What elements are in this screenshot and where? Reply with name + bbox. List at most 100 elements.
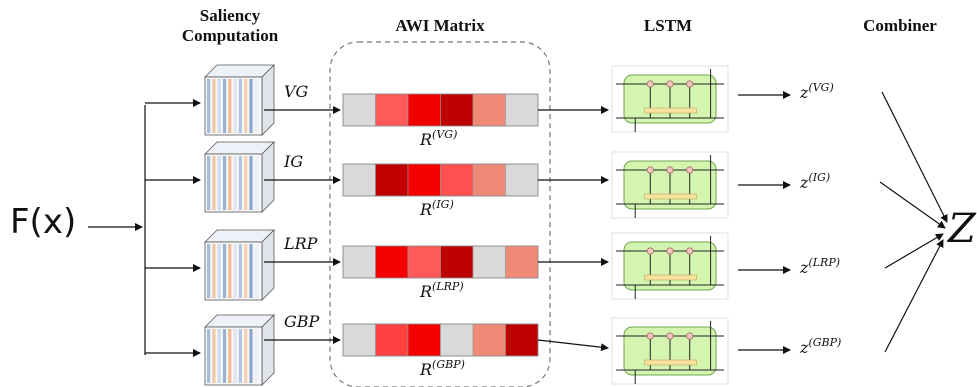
cube-stripe	[228, 329, 232, 383]
r-label-ig: R(IG)	[420, 198, 454, 219]
cube-stripe	[254, 156, 258, 210]
lstm-op-node	[686, 166, 694, 174]
lstm-gate-bar	[644, 107, 697, 114]
cube-stripe	[244, 244, 248, 298]
cube-stripe	[233, 79, 237, 133]
cube-stripe	[222, 79, 227, 133]
awi-cell	[407, 245, 441, 279]
r-label-base: R	[420, 282, 433, 301]
awi-cell	[375, 93, 409, 127]
awi-cell	[342, 323, 376, 357]
awi-cell	[440, 323, 474, 357]
cube-stripe	[212, 156, 216, 210]
method-row-gbp	[204, 314, 791, 386]
lstm-op-node	[646, 247, 654, 255]
awi-cell	[407, 163, 441, 197]
awi-cell	[505, 163, 539, 197]
method-label-ig: IG	[284, 152, 304, 171]
awi-cell	[375, 323, 409, 357]
cube-stripe	[217, 329, 221, 383]
lstm-op-node	[686, 332, 694, 340]
cube-stripe	[212, 329, 216, 383]
combiner-arrow	[881, 91, 948, 223]
awi-cell	[440, 163, 474, 197]
saliency-header-line1: Saliency	[199, 6, 261, 25]
awi-cell	[472, 93, 506, 127]
awi-cell	[472, 163, 506, 197]
lstm-header: LSTM	[643, 16, 693, 35]
cube-stripe	[254, 329, 258, 383]
awi-matrix-header: AWI Matrix	[395, 16, 485, 35]
cube-stripe	[228, 79, 232, 133]
awi-cell	[342, 163, 376, 197]
awi-cell	[440, 245, 474, 279]
cube-stripe	[217, 244, 221, 298]
r-label-superscript: (IG)	[432, 198, 454, 211]
method-label-gbp: GBP	[284, 312, 320, 331]
cube-side-face	[261, 64, 275, 136]
awi-cell	[407, 93, 441, 127]
lstm-op-node	[666, 166, 674, 174]
lstm-op-node	[686, 247, 694, 255]
lstm-op-node	[686, 80, 694, 88]
method-label-lrp: LRP	[284, 234, 318, 253]
input-label: F(x)	[10, 202, 77, 242]
awi-matrix-container	[329, 41, 551, 387]
cube-stripe	[217, 156, 221, 210]
z-label-base: z	[800, 338, 809, 357]
saliency-computation-header: Saliency Computation	[170, 6, 290, 46]
awi-cell	[505, 93, 539, 127]
cube-stripe	[233, 156, 237, 210]
cube-stripe	[254, 244, 258, 298]
awi-cell	[407, 323, 441, 357]
awi-cell	[342, 245, 376, 279]
cube-stripe	[249, 156, 253, 210]
cube-stripe	[233, 244, 237, 298]
lstm-gate-bar	[644, 193, 697, 200]
cube-stripe	[207, 156, 211, 210]
awi-cell	[342, 93, 376, 127]
z-label-gbp: z(GBP)	[800, 336, 842, 357]
lstm-op-node	[666, 247, 674, 255]
lstm-gate-bar	[644, 359, 697, 366]
r-label-superscript: (GBP)	[432, 358, 465, 371]
cube-stripe	[238, 244, 242, 298]
cube-stripe	[254, 79, 258, 133]
lstm-op-node	[646, 332, 654, 340]
cube-stripe	[249, 329, 253, 383]
z-label-base: z	[800, 258, 809, 277]
method-row-vg	[204, 64, 791, 136]
r-label-lrp: R(LRP)	[420, 280, 464, 301]
cube-stripe	[249, 244, 253, 298]
saliency-header-line2: Computation	[181, 26, 279, 45]
cube-stripe	[207, 329, 211, 383]
cube-stripe	[244, 79, 248, 133]
r-label-base: R	[420, 130, 433, 149]
cube-stripe	[233, 329, 237, 383]
lstm-op-node	[646, 166, 654, 174]
r-label-gbp: R(GBP)	[420, 358, 465, 379]
awi-cell	[472, 245, 506, 279]
combiner-header: Combiner	[863, 16, 937, 35]
cube-stripe	[238, 79, 242, 133]
cube-stripe	[244, 156, 248, 210]
lstm-op-node	[646, 80, 654, 88]
cube-stripe	[212, 244, 216, 298]
cube-stripe	[222, 329, 227, 383]
z-label-superscript: (VG)	[808, 81, 834, 94]
combiner-arrow	[879, 181, 946, 229]
cube-stripe	[222, 156, 227, 210]
output-label: Z	[948, 206, 976, 252]
cube-stripe	[228, 244, 232, 298]
combiner-arrow	[884, 239, 944, 353]
awi-cell	[440, 93, 474, 127]
cube-stripe	[207, 244, 211, 298]
z-label-vg: z(VG)	[800, 81, 834, 102]
cube-side-face	[261, 229, 275, 301]
z-label-superscript: (LRP)	[808, 256, 841, 269]
combiner-arrow	[884, 233, 944, 269]
method-label-vg: VG	[284, 82, 309, 101]
z-label-superscript: (GBP)	[808, 336, 842, 349]
lstm-op-node	[666, 80, 674, 88]
